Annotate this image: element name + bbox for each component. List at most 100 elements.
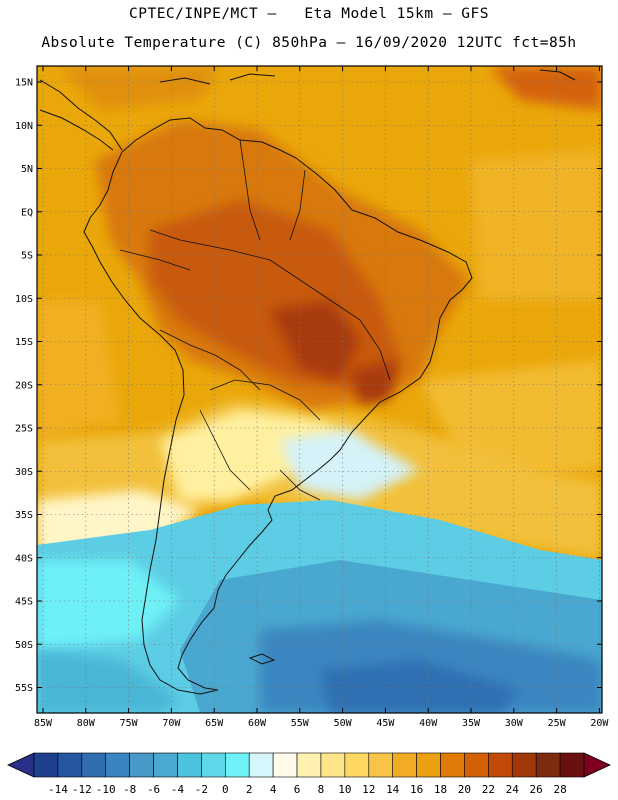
lat-label: 45S [15,597,33,608]
colorbar-box [33,752,59,778]
colorbar-boxes [33,752,585,778]
colorbar-label: 14 [386,783,400,796]
country-borders [119,139,391,501]
colorbar-label: -6 [147,783,160,796]
colorbar-box [153,752,178,778]
colorbar: -14 -12 -10 -8 -6 -4 -2 0 2 4 6 8 10 12 14 16 18 20 22 24 26… [7,752,611,796]
colorbar-box [105,752,130,778]
colorbar-box [225,752,250,778]
colorbar-label: -14 [48,783,68,796]
colorbar-box [440,752,465,778]
colorbar-label: 18 [434,783,447,796]
coastlines [39,69,576,695]
lon-label: 80W [77,718,96,729]
title-line-2: Absolute Temperature (C) 850hPa – 16/09/… [41,35,577,51]
lon-label: 70W [162,718,181,729]
colorbar-label: 12 [362,783,375,796]
colorbar-box [129,752,154,778]
colorbar-label: -8 [123,783,136,796]
colorbar-box [559,752,585,778]
lon-label: 75W [120,718,139,729]
colorbar-box [320,752,346,778]
lon-label: 40W [419,718,438,729]
colorbar-labels: -14 -12 -10 -8 -6 -4 -2 0 2 4 6 8 10 12 14 16 18 20 22 24 26… [48,783,567,796]
title-line-1: CPTEC/INPE/MCT – Eta Model 15km – GFS [129,6,489,22]
field-bright-cyan [37,560,180,650]
colorbar-box [535,752,561,778]
lat-label: 20S [15,380,33,391]
lon-label: 30W [505,718,524,729]
colorbar-label: 28 [553,783,566,796]
colorbar-label: 4 [270,783,277,796]
colorbar-box [392,752,417,778]
lat-label: 10S [15,294,33,305]
colorbar-label: -2 [195,783,208,796]
colorbar-under-arrow [7,752,35,778]
lat-label: 40S [15,553,33,564]
colorbar-label: 20 [458,783,471,796]
colorbar-label: 22 [482,783,495,796]
colorbar-box [81,752,107,778]
lon-label: 85W [34,718,53,729]
colorbar-box [511,752,537,778]
colorbar-label: 10 [338,783,351,796]
colorbar-box [368,752,393,778]
colorbar-box [344,752,370,778]
colorbar-box [177,752,202,778]
colorbar-label: 24 [506,783,520,796]
colorbar-box [416,752,441,778]
lat-label: 15N [15,78,33,89]
field-southwest-blue [37,650,180,713]
field-hottest [270,300,360,380]
lat-label: 10N [15,121,33,132]
colorbar-box [296,752,322,778]
falklands [248,653,276,665]
lat-label: 5N [21,164,33,175]
colorbar-label: 0 [222,783,229,796]
field-coldest [320,660,520,713]
lon-label: 25W [548,718,567,729]
colorbar-label: 16 [410,783,423,796]
colorbar-label: 2 [246,783,253,796]
temperature-field [37,66,602,713]
longitude-labels: 85W 80W 75W 70W 65W 60W 55W 50W 45W 40W 35W 30W 25W 2… [34,718,609,729]
lat-label: 50S [15,640,33,651]
lon-label: 65W [205,718,224,729]
latitude-labels: 15N 10N 5N EQ 5S 10S 15S 20S 25S 30S 35S 40S 45S 50S 5… [15,78,33,695]
lat-label: 35S [15,510,33,521]
field-pacific-warm [37,300,120,440]
lat-label: 15S [15,337,33,348]
lon-label: 20W [590,718,609,729]
colorbar-label: -4 [171,783,185,796]
colorbar-label: -10 [96,783,116,796]
field-pale-land [160,410,360,500]
lat-label: EQ [21,207,33,218]
central-america-coast [39,79,123,151]
colorbar-label: 6 [294,783,301,796]
caribbean-islands [159,69,576,85]
lon-label: 35W [462,718,481,729]
field-atlantic-warm [470,150,602,300]
lat-label: 25S [15,424,33,435]
lat-label: 55S [15,683,33,694]
south-america-coast [83,117,473,695]
colorbar-label: 8 [318,783,325,796]
lon-label: 50W [334,718,353,729]
colorbar-box [272,752,298,778]
lat-label: 5S [21,251,33,262]
colorbar-box [488,752,513,778]
plot-frame [36,65,603,714]
lon-label: 45W [376,718,395,729]
axis-ticks [37,66,602,713]
colorbar-label: -12 [72,783,92,796]
lon-label: 55W [291,718,310,729]
colorbar-over-arrow [583,752,611,778]
colorbar-box [464,752,489,778]
colorbar-box [57,752,83,778]
colorbar-label: 26 [530,783,543,796]
lat-label: 30S [15,467,33,478]
field-caribbean-hot [490,66,602,110]
lon-label: 60W [248,718,267,729]
field-north-warm [60,66,220,110]
